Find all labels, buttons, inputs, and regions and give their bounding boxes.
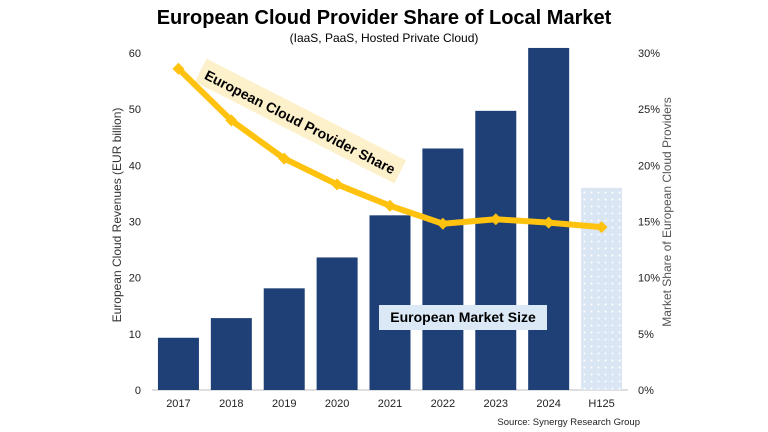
y-tick-left: 30 <box>129 217 141 229</box>
bar <box>316 257 358 390</box>
x-tick: 2021 <box>378 398 402 410</box>
share-point <box>331 178 344 191</box>
bar <box>263 288 305 390</box>
bar <box>475 110 517 390</box>
bar <box>157 337 199 390</box>
share-point <box>278 152 291 165</box>
y-axis-left: 0 10 20 30 40 50 60 <box>129 48 141 397</box>
y-tick-left: 10 <box>129 329 141 341</box>
y-tick-left: 60 <box>129 48 141 60</box>
bar <box>422 148 464 390</box>
size-annotation-background <box>379 305 547 330</box>
y-tick-right: 5% <box>638 329 654 341</box>
y-tick-left: 50 <box>129 104 141 116</box>
source-note: Source: Synergy Research Group <box>497 417 640 428</box>
size-annotation: European Market Size <box>379 305 547 330</box>
share-point <box>225 114 238 127</box>
x-tick: H125 <box>588 398 614 410</box>
x-tick: 2024 <box>536 398 560 410</box>
share-point <box>172 62 185 75</box>
bar-series <box>157 47 623 390</box>
share-annotation-background <box>194 58 407 184</box>
line-series <box>172 62 608 234</box>
share-point <box>489 213 502 226</box>
x-tick: 2017 <box>166 398 190 410</box>
share-point <box>542 216 555 229</box>
share-point <box>436 217 449 230</box>
y-tick-right: 25% <box>638 104 660 116</box>
y-axis-left-label: European Cloud Revenues (EUR billion) <box>110 108 124 323</box>
y-axis-right: 0% 5% 10% 15% 20% 25% 30% <box>638 48 660 397</box>
y-tick-left: 20 <box>129 273 141 285</box>
share-point <box>595 221 608 234</box>
bar <box>581 187 623 390</box>
y-tick-left: 0 <box>135 385 141 397</box>
y-axis-right-label: Market Share of European Cloud Providers <box>660 97 674 326</box>
x-tick: 2020 <box>325 398 349 410</box>
x-tick: 2018 <box>219 398 243 410</box>
y-tick-right: 20% <box>638 160 660 172</box>
x-tick: 2023 <box>484 398 508 410</box>
x-axis: 2017 2018 2019 2020 2021 2022 2023 2024 H125 <box>166 398 615 410</box>
x-tick: 2019 <box>272 398 296 410</box>
x-tick: 2022 <box>431 398 455 410</box>
bar <box>369 215 411 390</box>
size-annotation-label: European Market Size <box>390 309 536 325</box>
chart-title: European Cloud Provider Share of Local M… <box>157 7 612 29</box>
bar <box>210 318 252 390</box>
y-tick-right: 30% <box>638 48 660 60</box>
y-tick-right: 0% <box>638 385 654 397</box>
y-tick-right: 15% <box>638 217 660 229</box>
chart-subtitle: (IaaS, PaaS, Hosted Private Cloud) <box>290 31 479 45</box>
y-tick-left: 40 <box>129 160 141 172</box>
y-tick-right: 10% <box>638 273 660 285</box>
share-point <box>384 199 396 212</box>
